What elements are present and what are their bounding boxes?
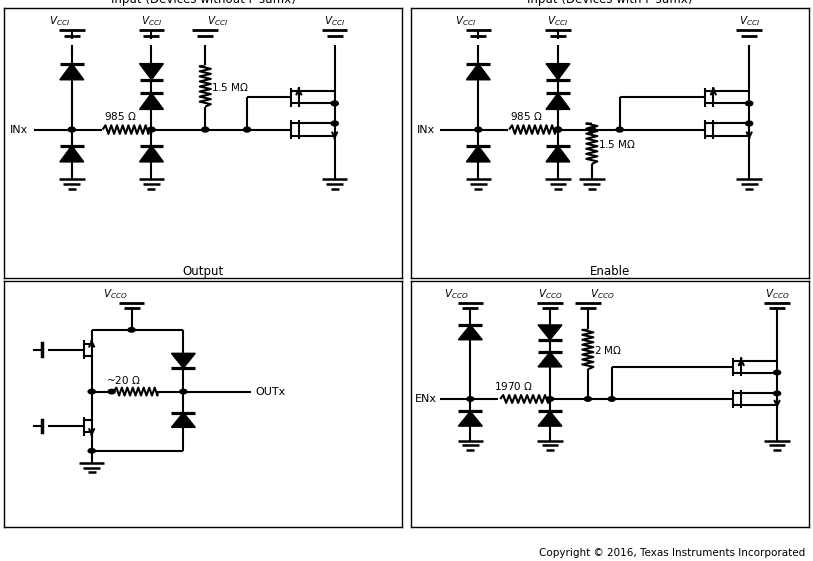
Text: 1970 $\Omega$: 1970 $\Omega$: [494, 380, 533, 392]
Polygon shape: [546, 63, 570, 80]
Circle shape: [773, 370, 780, 375]
Polygon shape: [546, 146, 570, 162]
Text: INx: INx: [416, 125, 435, 135]
Polygon shape: [467, 146, 490, 162]
Polygon shape: [172, 353, 195, 368]
Polygon shape: [459, 325, 482, 340]
Text: ENx: ENx: [415, 394, 437, 404]
Polygon shape: [172, 412, 195, 427]
Circle shape: [608, 397, 615, 401]
Text: 1.5 M$\Omega$: 1.5 M$\Omega$: [598, 138, 636, 150]
Text: $V_{CCI}$: $V_{CCI}$: [207, 14, 228, 28]
Circle shape: [331, 121, 338, 126]
Circle shape: [467, 397, 474, 401]
Text: $V_{CCI}$: $V_{CCI}$: [49, 14, 70, 28]
Circle shape: [128, 328, 135, 332]
Text: 985 $\Omega$: 985 $\Omega$: [511, 110, 543, 122]
Text: 1.5 M$\Omega$: 1.5 M$\Omega$: [211, 81, 250, 93]
Text: $V_{CCO}$: $V_{CCO}$: [589, 287, 615, 301]
Text: Copyright © 2016, Texas Instruments Incorporated: Copyright © 2016, Texas Instruments Inco…: [539, 548, 805, 558]
Text: 2 M$\Omega$: 2 M$\Omega$: [593, 344, 622, 356]
Title: Output: Output: [183, 265, 224, 278]
Polygon shape: [60, 63, 84, 80]
Text: INx: INx: [10, 125, 28, 135]
Circle shape: [746, 101, 753, 106]
Title: Input (Devices with F suffix): Input (Devices with F suffix): [527, 0, 693, 6]
Circle shape: [68, 127, 76, 132]
Circle shape: [546, 397, 554, 401]
Circle shape: [180, 389, 187, 394]
Circle shape: [475, 127, 482, 132]
Circle shape: [148, 127, 155, 132]
Text: $V_{CCI}$: $V_{CCI}$: [455, 14, 476, 28]
Polygon shape: [538, 411, 562, 426]
Polygon shape: [140, 146, 163, 162]
Circle shape: [243, 127, 250, 132]
Text: 985 $\Omega$: 985 $\Omega$: [104, 110, 137, 122]
Circle shape: [88, 449, 95, 453]
Title: Enable: Enable: [589, 265, 630, 278]
Circle shape: [554, 127, 562, 132]
Polygon shape: [467, 63, 490, 80]
Text: $V_{CCI}$: $V_{CCI}$: [324, 14, 346, 28]
Text: $V_{CCO}$: $V_{CCO}$: [444, 287, 468, 301]
Circle shape: [589, 127, 595, 132]
Text: $V_{CCI}$: $V_{CCI}$: [141, 14, 162, 28]
Text: $V_{CCO}$: $V_{CCO}$: [537, 287, 563, 301]
Polygon shape: [140, 93, 163, 109]
Text: $V_{CCO}$: $V_{CCO}$: [765, 287, 789, 301]
Polygon shape: [60, 146, 84, 162]
Text: $V_{CCO}$: $V_{CCO}$: [103, 287, 128, 301]
Circle shape: [331, 101, 338, 106]
Text: OUTx: OUTx: [255, 387, 285, 397]
Polygon shape: [140, 63, 163, 80]
Circle shape: [616, 127, 624, 132]
Circle shape: [773, 391, 780, 396]
Circle shape: [746, 121, 753, 126]
Circle shape: [585, 397, 591, 401]
Circle shape: [108, 389, 115, 394]
Text: $V_{CCI}$: $V_{CCI}$: [738, 14, 760, 28]
Circle shape: [202, 127, 209, 132]
Text: ~20 $\Omega$: ~20 $\Omega$: [106, 374, 141, 386]
Polygon shape: [546, 93, 570, 109]
Title: Input (Devices without F suffix): Input (Devices without F suffix): [111, 0, 296, 6]
Text: $V_{CCI}$: $V_{CCI}$: [547, 14, 568, 28]
Polygon shape: [538, 325, 562, 340]
Circle shape: [554, 127, 562, 132]
Polygon shape: [538, 352, 562, 367]
Circle shape: [88, 389, 95, 394]
Polygon shape: [459, 411, 482, 426]
